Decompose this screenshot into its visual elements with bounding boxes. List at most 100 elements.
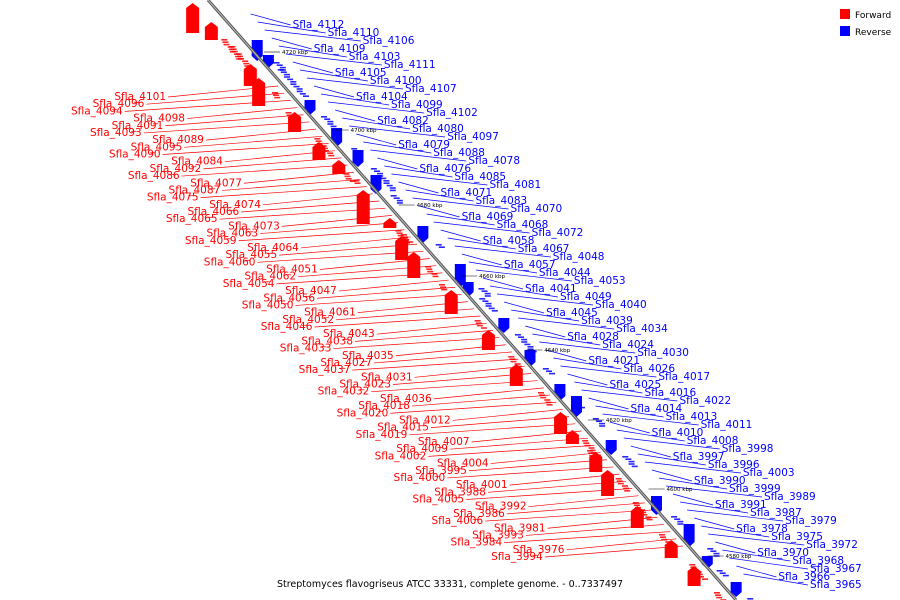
reverse-gene xyxy=(683,524,695,547)
forward-gene-label: Sfla_4004 xyxy=(437,458,489,470)
reverse-gene-segment xyxy=(327,120,334,123)
forward-gene-segment xyxy=(440,286,447,288)
forward-gene-label: Sfla_4086 xyxy=(128,170,180,182)
forward-gene-segment xyxy=(508,356,515,358)
forward-gene-segment xyxy=(222,41,229,43)
forward-gene-segment xyxy=(400,234,407,236)
forward-gene-connector xyxy=(298,265,437,278)
reverse-gene-segment xyxy=(527,346,534,348)
forward-gene-connector xyxy=(506,502,645,515)
reverse-gene-label: Sfla_3966 xyxy=(778,571,830,583)
reverse-gene-segment xyxy=(677,520,684,523)
reverse-gene-segment xyxy=(671,516,678,518)
reverse-gene-label: Sfla_4099 xyxy=(391,99,443,111)
reverse-gene-segment xyxy=(284,76,291,78)
reverse-gene-connector xyxy=(440,229,481,242)
forward-gene-connector xyxy=(411,394,551,407)
forward-gene-connector xyxy=(203,157,342,170)
forward-gene-segment xyxy=(661,538,668,541)
forward-gene-label: Sfla_4001 xyxy=(456,479,508,491)
forward-gene-segment xyxy=(238,58,245,60)
forward-gene-label: Sfla_3988 xyxy=(434,486,486,498)
reverse-gene-segment xyxy=(481,290,488,292)
reverse-gene-connector xyxy=(468,261,537,274)
forward-gene-label: Sfla_4064 xyxy=(247,242,299,254)
forward-gene-connector xyxy=(428,445,595,457)
forward-gene xyxy=(481,330,495,350)
forward-gene-connector xyxy=(449,437,588,450)
reverse-gene-connector xyxy=(377,157,418,170)
forward-gene-connector xyxy=(257,250,424,263)
reverse-gene-connector xyxy=(454,245,551,258)
reverse-gene-segment xyxy=(396,202,403,204)
reverse-gene-segment xyxy=(290,81,297,83)
reverse-gene-segment xyxy=(280,71,287,73)
forward-gene-label: Sfla_4101 xyxy=(114,91,166,103)
reverse-gene-label: Sfla_3998 xyxy=(722,443,774,455)
reverse-gene-segment xyxy=(482,300,489,302)
reverse-gene-connector xyxy=(398,181,439,194)
forward-gene-segment xyxy=(582,440,589,442)
forward-gene-label: Sfla_4047 xyxy=(285,285,337,297)
reverse-gene-segment xyxy=(599,425,606,427)
forward-gene-connector xyxy=(262,193,373,206)
forward-gene-segment xyxy=(242,60,249,62)
reverse-gene-connector xyxy=(644,461,741,474)
forward-gene-segment xyxy=(354,182,361,184)
reverse-gene-connector xyxy=(447,237,516,250)
forward-gene-label: Sfla_4018 xyxy=(358,400,410,412)
forward-gene-label: Sfla_4084 xyxy=(171,156,223,168)
forward-gene-connector xyxy=(314,315,481,328)
genome-axis-highlight xyxy=(207,0,737,600)
reverse-gene-label: Sfla_3975 xyxy=(771,531,823,543)
forward-gene-label: Sfla_4035 xyxy=(342,350,394,362)
forward-gene-segment xyxy=(397,234,404,237)
forward-gene-connector xyxy=(355,330,494,342)
forward-gene-connector xyxy=(357,301,468,313)
reverse-gene-segment xyxy=(383,180,390,182)
forward-gene-segment xyxy=(633,504,640,506)
reverse-gene-connector xyxy=(264,29,361,42)
reverse-gene-label: Sfla_4085 xyxy=(454,171,506,183)
reverse-gene-connector xyxy=(729,557,809,570)
reverse-gene-label: Sfla_4058 xyxy=(483,235,535,247)
forward-gene-label: Sfla_4062 xyxy=(244,271,296,283)
forward-gene-label: Sfla_4073 xyxy=(228,220,280,232)
reverse-gene-segment xyxy=(479,298,486,300)
reverse-gene-connector xyxy=(271,37,312,50)
forward-gene xyxy=(186,3,200,33)
reverse-gene-connector xyxy=(482,277,524,290)
reverse-gene-connector xyxy=(602,413,699,426)
forward-gene-segment xyxy=(641,514,648,516)
forward-gene-connector xyxy=(525,524,664,536)
reverse-gene-segment xyxy=(713,552,720,555)
reverse-gene-label: Sfla_3972 xyxy=(806,539,858,551)
forward-gene-label: Sfla_4094 xyxy=(71,105,123,117)
forward-gene-segment xyxy=(395,230,402,232)
forward-gene-segment xyxy=(697,576,704,578)
forward-gene-label: Sfla_4027 xyxy=(320,357,372,369)
forward-gene-label: Sfla_4009 xyxy=(396,443,448,455)
forward-gene-connector xyxy=(528,495,639,508)
reverse-gene-label: Sfla_4034 xyxy=(616,323,668,335)
forward-gene-segment xyxy=(583,442,590,444)
reverse-gene-label: Sfla_4083 xyxy=(476,195,528,207)
forward-gene-connector xyxy=(466,488,633,500)
forward-gene-segment xyxy=(665,541,672,543)
forward-gene-label: Sfla_4036 xyxy=(380,393,432,405)
reverse-gene-segment xyxy=(625,458,632,460)
reverse-gene-connector xyxy=(637,453,706,466)
reverse-gene-label: Sfla_4014 xyxy=(631,403,683,415)
scale-label: 4580 kbp xyxy=(726,554,752,560)
legend-label-reverse: Reverse xyxy=(855,28,892,38)
reverse-gene-label: Sfla_4079 xyxy=(398,139,450,151)
reverse-gene-label: Sfla_4028 xyxy=(567,331,619,343)
forward-gene-segment xyxy=(713,592,720,594)
reverse-gene-label: Sfla_3997 xyxy=(673,451,725,463)
reverse-gene-label: Sfla_4088 xyxy=(433,147,485,159)
reverse-gene-segment xyxy=(390,195,397,197)
forward-gene-segment xyxy=(514,363,521,365)
reverse-gene-label: Sfla_4112 xyxy=(293,19,345,31)
forward-gene-connector xyxy=(281,215,392,227)
forward-gene xyxy=(395,236,409,260)
